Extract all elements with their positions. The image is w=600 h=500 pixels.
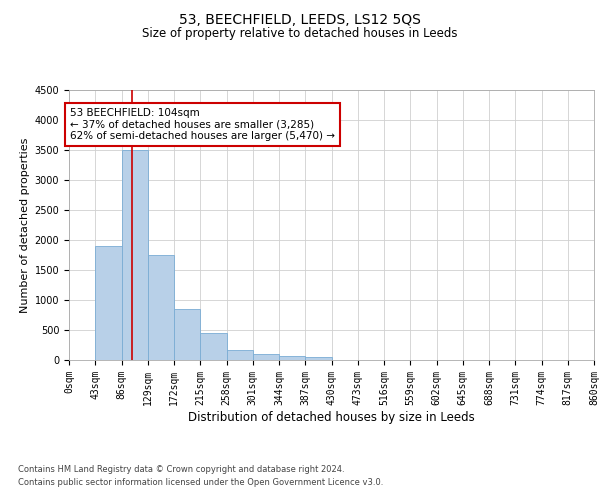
- Bar: [279, 356, 305, 360]
- Bar: [200, 333, 227, 360]
- Bar: [253, 354, 279, 360]
- Bar: [148, 255, 174, 360]
- Bar: [95, 246, 121, 360]
- X-axis label: Distribution of detached houses by size in Leeds: Distribution of detached houses by size …: [188, 410, 475, 424]
- Bar: [121, 150, 148, 360]
- Text: Size of property relative to detached houses in Leeds: Size of property relative to detached ho…: [142, 28, 458, 40]
- Text: Contains public sector information licensed under the Open Government Licence v3: Contains public sector information licen…: [18, 478, 383, 487]
- Text: 53, BEECHFIELD, LEEDS, LS12 5QS: 53, BEECHFIELD, LEEDS, LS12 5QS: [179, 12, 421, 26]
- Bar: [174, 309, 200, 360]
- Bar: [227, 350, 253, 360]
- Y-axis label: Number of detached properties: Number of detached properties: [20, 138, 31, 312]
- Text: 53 BEECHFIELD: 104sqm
← 37% of detached houses are smaller (3,285)
62% of semi-d: 53 BEECHFIELD: 104sqm ← 37% of detached …: [70, 108, 335, 141]
- Text: Contains HM Land Registry data © Crown copyright and database right 2024.: Contains HM Land Registry data © Crown c…: [18, 466, 344, 474]
- Bar: [305, 356, 331, 360]
